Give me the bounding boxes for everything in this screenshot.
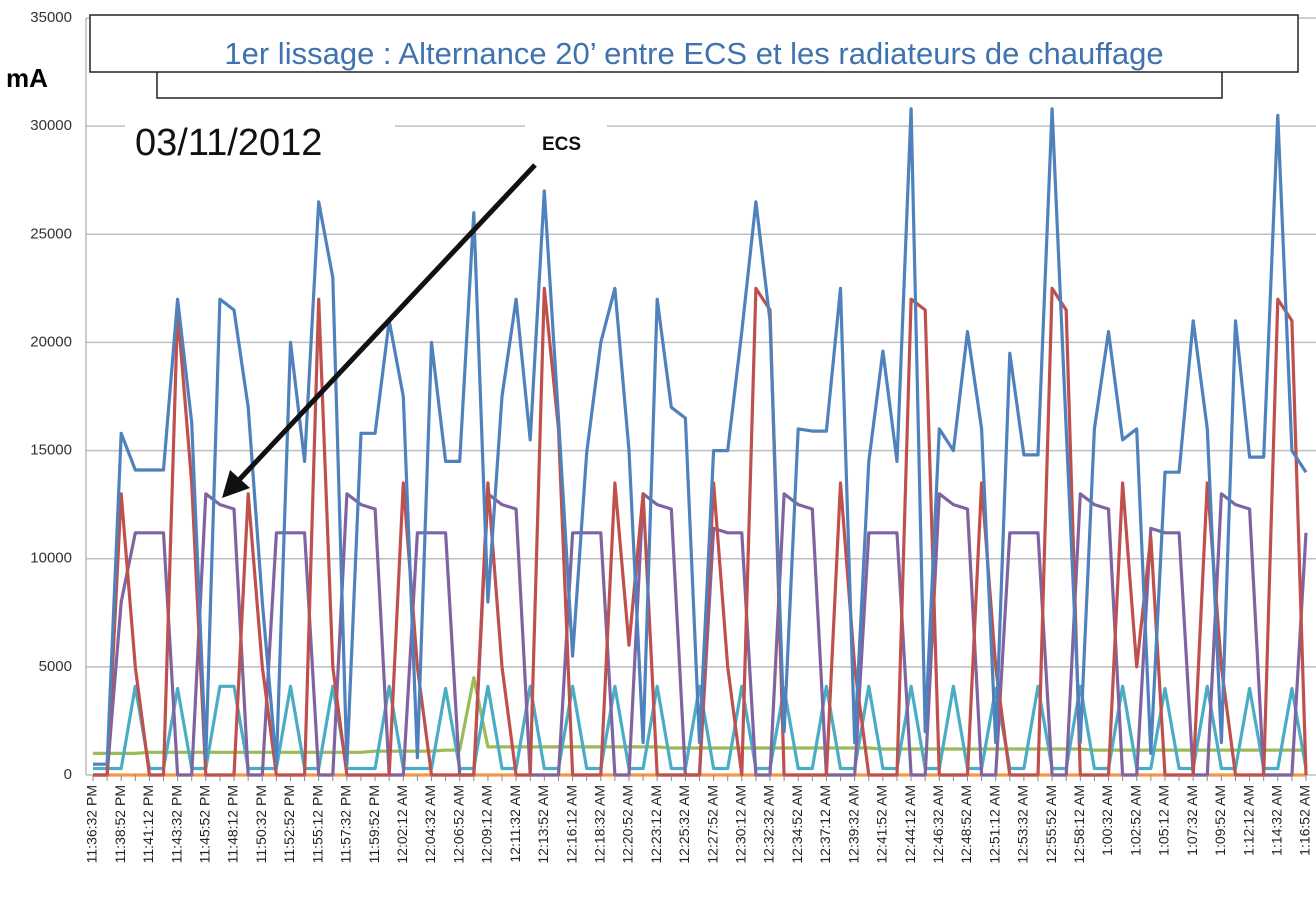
x-tick-label: 1:16:52 AM — [1297, 785, 1313, 856]
x-tick-label: 12:32:32 AM — [761, 785, 777, 864]
series-line — [93, 684, 1308, 771]
date-bg — [125, 118, 395, 170]
arrow-shaft — [236, 163, 537, 483]
x-tick-label: 12:20:52 AM — [620, 785, 636, 864]
x-tick-label: 12:41:52 AM — [874, 785, 890, 864]
x-tick-label: 11:48:12 PM — [225, 785, 241, 863]
x-tick-label: 12:02:12 AM — [394, 785, 410, 864]
x-tick-label: 11:52:52 PM — [281, 785, 297, 863]
x-tick-label: 12:06:52 AM — [450, 785, 466, 864]
x-tick-label: 12:48:52 AM — [958, 785, 974, 864]
x-tick-label: 11:55:12 PM — [309, 785, 325, 863]
x-tick-label: 11:43:32 PM — [168, 785, 184, 863]
x-tick-label: 12:37:12 AM — [817, 785, 833, 864]
x-tick-label: 12:11:32 AM — [507, 785, 523, 863]
x-tick-label: 1:02:52 AM — [1127, 785, 1143, 856]
series-line — [93, 107, 1308, 766]
y-tick-label: 30000 — [30, 117, 72, 134]
x-tick-label: 12:23:12 AM — [648, 785, 664, 864]
x-tick-label: 11:38:52 PM — [112, 785, 128, 863]
x-tick-label: 12:44:12 AM — [902, 785, 918, 864]
x-tick-label: 12:27:52 AM — [704, 785, 720, 864]
x-tick-label: 11:36:32 PM — [84, 785, 100, 863]
chart-title: 1er lissage : Alternance 20’ entre ECS e… — [224, 36, 1163, 71]
x-tick-label: 1:12:12 AM — [1240, 785, 1256, 856]
y-tick-label: 10000 — [30, 550, 72, 567]
x-tick-label: 12:18:32 AM — [591, 785, 607, 864]
x-tick-label: 1:00:32 AM — [1099, 785, 1115, 856]
y-tick-label: 35000 — [30, 9, 72, 26]
date-annotation: 03/11/2012 — [135, 122, 322, 164]
x-tick-label: 11:59:52 PM — [366, 785, 382, 863]
x-tick-label: 1:07:32 AM — [1184, 785, 1200, 856]
arrow-head — [222, 470, 250, 498]
x-tick-label: 11:45:52 PM — [197, 785, 213, 863]
x-tick-label: 1:14:32 AM — [1268, 785, 1284, 856]
x-tick-label: 12:16:12 AM — [563, 785, 579, 864]
x-tick-label: 12:58:12 AM — [1071, 785, 1087, 864]
ecs-annotation: ECS — [542, 134, 581, 155]
x-tick-label: 12:04:32 AM — [422, 785, 438, 864]
x-tick-label: 12:34:52 AM — [789, 785, 805, 864]
x-tick-label: 12:25:32 AM — [676, 785, 692, 864]
x-tick-label: 11:57:32 PM — [338, 785, 354, 863]
y-axis-label: mA — [6, 63, 48, 93]
y-tick-label: 0 — [64, 766, 72, 783]
ecs-bg — [525, 125, 607, 163]
x-tick-label: 12:30:12 AM — [733, 785, 749, 864]
x-tick-label: 12:55:52 AM — [1043, 785, 1059, 864]
x-tick-label: 11:41:12 PM — [140, 785, 156, 863]
y-tick-label: 25000 — [30, 225, 72, 242]
y-tick-label: 15000 — [30, 442, 72, 459]
x-tick-label: 1:09:52 AM — [1212, 785, 1228, 856]
x-tick-label: 12:51:12 AM — [986, 785, 1002, 864]
x-tick-label: 12:46:32 AM — [930, 785, 946, 864]
x-tick-label: 12:53:32 AM — [1015, 785, 1031, 864]
x-tick-label: 1:05:12 AM — [1156, 785, 1172, 856]
x-tick-label: 12:09:12 AM — [479, 785, 495, 864]
x-tick-label: 11:50:32 PM — [253, 785, 269, 863]
y-tick-label: 20000 — [30, 333, 72, 350]
x-tick-label: 12:39:32 AM — [845, 785, 861, 864]
x-tick-label: 12:13:52 AM — [535, 785, 551, 864]
title-box — [89, 14, 1299, 73]
y-tick-label: 5000 — [39, 658, 72, 675]
x-axis: 11:36:32 PM 11:38:52 PM 11:41:12 PM 11:43:3… — [84, 775, 1313, 864]
